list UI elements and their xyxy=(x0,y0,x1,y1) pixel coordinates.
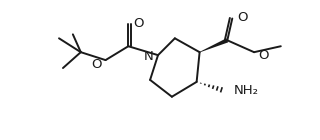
Polygon shape xyxy=(199,38,228,52)
Text: NH₂: NH₂ xyxy=(233,84,258,97)
Text: O: O xyxy=(237,11,248,24)
Text: N: N xyxy=(143,50,153,63)
Text: O: O xyxy=(133,17,144,30)
Text: O: O xyxy=(91,58,101,71)
Text: O: O xyxy=(258,49,268,62)
